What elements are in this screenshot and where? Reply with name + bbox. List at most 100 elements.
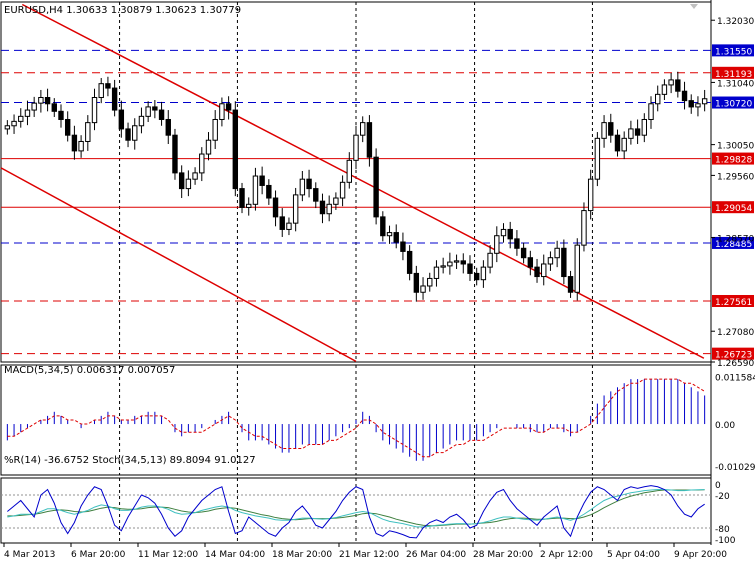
candle-body [58, 110, 64, 120]
price-tick-label: 1.31040 [717, 79, 754, 89]
candle-body [447, 261, 453, 267]
candle-body [152, 106, 158, 111]
osc-tick-label: -100 [715, 536, 736, 546]
candle-body [500, 228, 507, 237]
arrow-down-icon[interactable] [690, 4, 698, 9]
time-tick-label: 6 Mar 20:00 [71, 550, 126, 560]
price-level-tag [712, 294, 754, 307]
candle-body [380, 216, 386, 237]
price-tick-label: 1.28570 [717, 235, 754, 245]
candle-body [547, 257, 554, 265]
candle-body [246, 203, 252, 208]
time-tick-label: 26 Mar 04:00 [406, 550, 466, 560]
candle-body [480, 266, 487, 281]
candle-body [319, 200, 326, 215]
candle-body [339, 181, 346, 199]
candle-body [701, 98, 708, 105]
price-level-tag [712, 44, 754, 57]
candle-body [567, 276, 574, 293]
time-tick-label: 14 Mar 04:00 [205, 550, 265, 560]
macd-header: MACD(5,34,5) 0.006317 0.007057 [4, 365, 175, 376]
candle-body [286, 222, 292, 230]
price-level-label: 1.29054 [715, 204, 752, 214]
candle-body [132, 125, 138, 141]
candle-body [225, 103, 232, 111]
price-level-label: 1.31550 [715, 47, 752, 57]
candle-body [634, 128, 641, 136]
stoch-signal-line [7, 489, 705, 527]
candle-body [453, 260, 460, 263]
candle-body [31, 102, 37, 111]
candle-body [185, 178, 192, 190]
candle-body [366, 122, 373, 158]
candle-body [326, 203, 332, 215]
candle-body [11, 120, 17, 127]
candle-body [520, 247, 527, 259]
candle-body [346, 159, 352, 183]
price-level-label: 1.31193 [715, 70, 752, 80]
time-tick-label: 9 Apr 20:00 [674, 550, 727, 560]
time-tick-label: 21 Mar 12:00 [339, 550, 399, 560]
price-level-tag [712, 347, 754, 360]
candle-body [406, 250, 413, 274]
trendline [21, 3, 705, 359]
candle-body [668, 79, 674, 86]
candle-body [594, 137, 601, 180]
price-tick-label: 1.32030 [717, 17, 754, 27]
candle-body [18, 115, 24, 122]
price-level-tag [712, 66, 754, 79]
osc-tick-label: 0 [715, 481, 721, 491]
candle-body [541, 263, 547, 278]
price-level-tag [712, 152, 754, 165]
candle-body [91, 96, 98, 124]
time-tick-label: 11 Mar 12:00 [138, 550, 198, 560]
candle-body [628, 128, 634, 139]
candle-body [192, 172, 198, 180]
price-tick-label: 1.29560 [717, 172, 754, 182]
candle-body [393, 232, 399, 243]
candle-body [38, 96, 44, 104]
price-level-tag [712, 201, 754, 214]
candle-body [494, 235, 500, 254]
price-tick-label: 1.30050 [717, 142, 754, 152]
candle-body [514, 238, 520, 249]
candle-body [695, 103, 701, 108]
time-tick-label: 4 Mar 2013 [4, 550, 55, 560]
macd-tick-label: 0.00 [715, 421, 735, 431]
candle-body [467, 263, 473, 274]
candle-body [313, 188, 319, 202]
price-level-tag [712, 96, 754, 109]
candle-body [24, 109, 31, 117]
stoch-main-line [7, 489, 705, 528]
candle-body [460, 260, 466, 265]
candle-body [105, 83, 111, 89]
candle-body [199, 153, 205, 174]
candle-body [353, 134, 359, 161]
candle-body [138, 115, 145, 127]
price-level-label: 1.29828 [715, 156, 752, 166]
candle-body [158, 109, 165, 120]
time-tick-label: 5 Apr 04:00 [607, 550, 660, 560]
candle-body [420, 285, 426, 293]
candle-body [219, 103, 225, 120]
candle-body [433, 266, 440, 279]
candle-body [279, 216, 285, 230]
price-level-label: 1.26723 [715, 351, 752, 361]
candle-body [212, 118, 218, 141]
candle-body [641, 118, 648, 136]
candle-body [299, 178, 306, 196]
candle-body [413, 272, 420, 293]
price-tick-label: 1.27080 [717, 328, 754, 338]
candle-body [655, 93, 661, 105]
price-level-label: 1.30720 [715, 100, 752, 110]
candle-body [85, 122, 91, 142]
candle-body [272, 197, 279, 218]
candle-body [675, 79, 681, 92]
candle-body [621, 137, 627, 152]
candle-body [266, 184, 272, 199]
candle-body [259, 175, 265, 186]
trendline [0, 167, 357, 363]
candle-body [527, 257, 534, 268]
candle-body [71, 134, 78, 152]
candle-body [661, 84, 668, 95]
